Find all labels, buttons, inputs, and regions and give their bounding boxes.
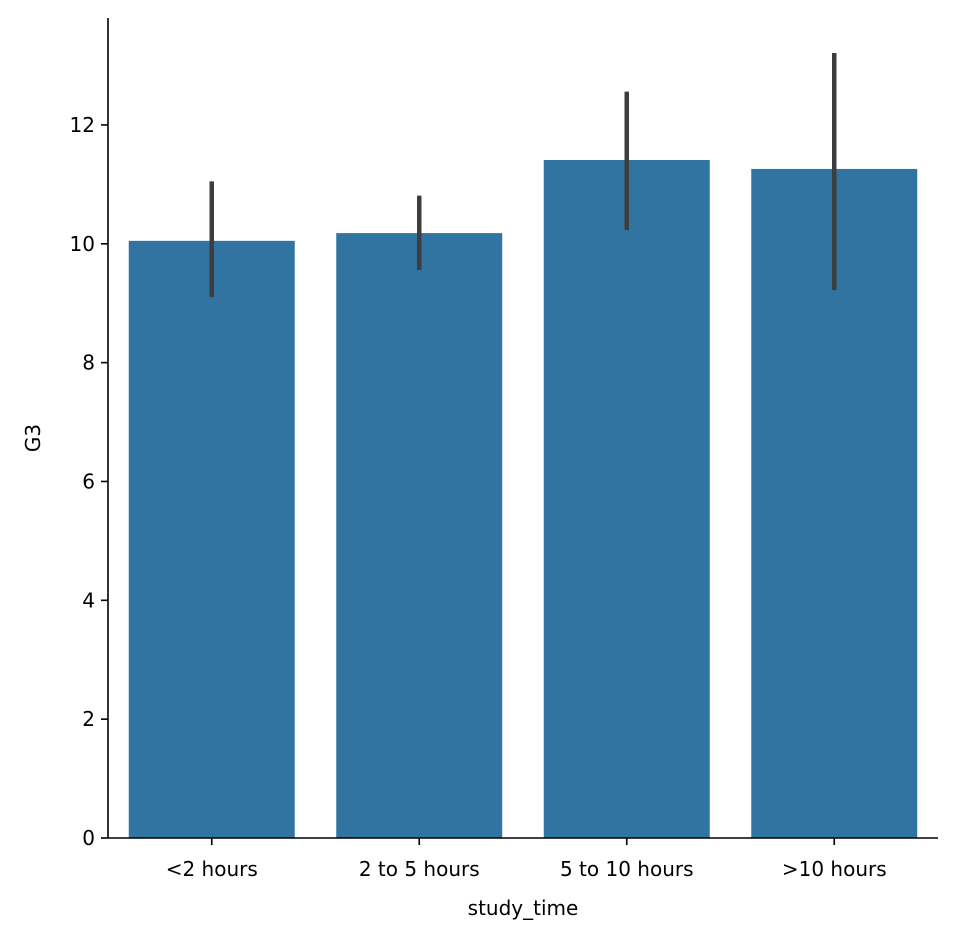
y-tick-label-2: 4	[82, 588, 95, 612]
y-tick-label-3: 6	[82, 469, 95, 493]
bar-1	[336, 233, 503, 839]
y-tick-label-0: 0	[82, 826, 95, 850]
y-axis-label: G3	[21, 424, 45, 452]
x-tick-label-1: 2 to 5 hours	[359, 857, 480, 881]
y-tick-label-6: 12	[70, 113, 95, 137]
y-tick-label-5: 10	[70, 232, 95, 256]
x-axis-label: study_time	[468, 896, 579, 920]
x-tick-label-3: >10 hours	[782, 857, 887, 881]
y-tick-label-1: 2	[82, 707, 95, 731]
bar-2	[543, 160, 710, 838]
x-tick-label-0: <2 hours	[166, 857, 258, 881]
error-bars-group	[209, 53, 837, 298]
bars-group	[128, 160, 918, 839]
bar-0	[128, 240, 295, 839]
x-ticks-group: <2 hours 2 to 5 hours 5 to 10 hours >10 hou…	[166, 838, 887, 881]
y-ticks-group: 0 2 4 6 8 10 12	[70, 113, 108, 850]
axes-group	[107, 18, 938, 839]
y-tick-label-4: 8	[82, 351, 95, 375]
x-tick-label-2: 5 to 10 hours	[560, 857, 694, 881]
